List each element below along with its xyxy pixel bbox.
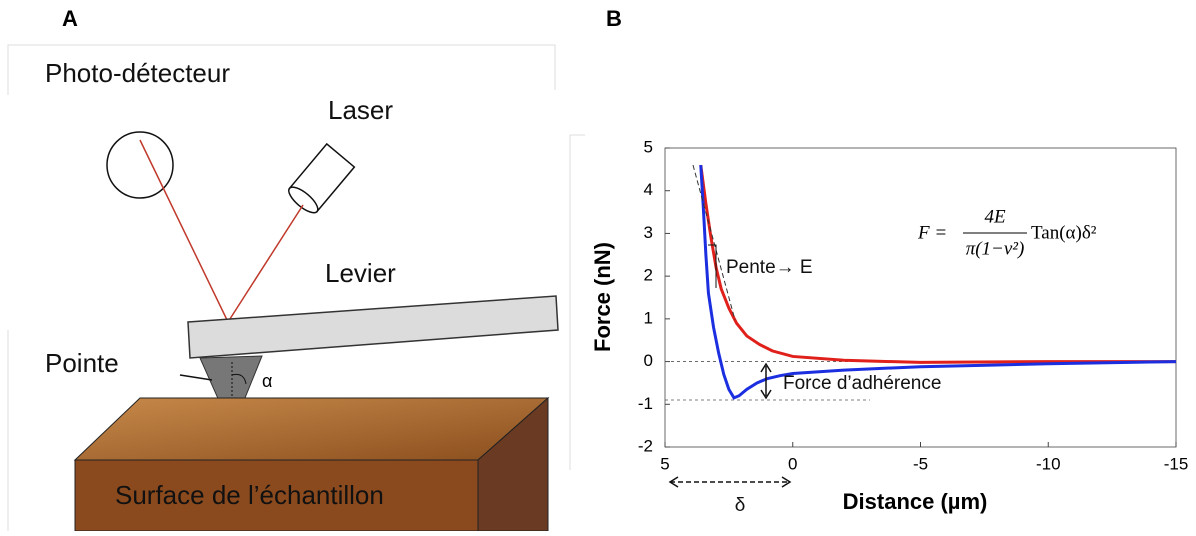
label: Photo-détecteur: [45, 58, 230, 88]
y-tick-label: 3: [644, 223, 653, 242]
y-tick-label: 4: [644, 180, 653, 199]
formula: F =: [917, 222, 947, 243]
x-tick-label: 5: [660, 454, 669, 473]
sample-top: [73, 397, 550, 461]
x-tick-label: -5: [913, 454, 928, 473]
x-axis-label: Distance (µm): [843, 489, 988, 514]
frame: [7, 44, 556, 95]
panel-label: B: [606, 6, 622, 31]
arrow: [179, 374, 213, 381]
photodetector: [106, 131, 174, 199]
arrow-head: [760, 362, 772, 373]
label: Surface de l’échantillon: [115, 480, 384, 510]
tip: [199, 355, 263, 432]
slope-bracket: [708, 244, 717, 288]
annotation: Force d’adhérence: [783, 373, 941, 394]
label: Laser: [328, 95, 393, 125]
y-tick-label: -2: [638, 436, 653, 455]
frame: [569, 134, 585, 470]
x-tick-label: 0: [788, 454, 797, 473]
formula: Tan(α)δ²: [1031, 222, 1097, 243]
y-tick-label: 5: [644, 137, 653, 156]
annotation: δ: [735, 495, 746, 516]
label: Pointe: [45, 348, 119, 378]
panel-label: A: [62, 6, 78, 31]
arrow-head: [781, 476, 792, 488]
plot-frame: [664, 147, 1177, 448]
y-axis-label: Force (nN): [590, 242, 615, 352]
laser: [288, 142, 356, 214]
y-tick-label: -1: [638, 394, 653, 413]
x-tick-label: -10: [1036, 454, 1061, 473]
label: α: [262, 371, 272, 391]
y-tick-label: 0: [644, 351, 653, 370]
arrow-head: [668, 476, 679, 488]
angle-arc: [231, 373, 247, 385]
lever: [187, 295, 559, 359]
slope-line: [692, 164, 736, 321]
y-tick-label: 1: [644, 308, 653, 327]
x-tick-label: -15: [1164, 454, 1189, 473]
annotation: Pente→ E: [726, 257, 813, 278]
formula: π(1−ν²): [966, 238, 1025, 259]
label: Levier: [325, 258, 396, 288]
formula: 4E: [984, 206, 1006, 227]
y-tick-label: 2: [644, 266, 653, 285]
data-line: [699, 164, 1177, 400]
data-line: [699, 164, 1176, 364]
arrow-head: [760, 389, 772, 400]
